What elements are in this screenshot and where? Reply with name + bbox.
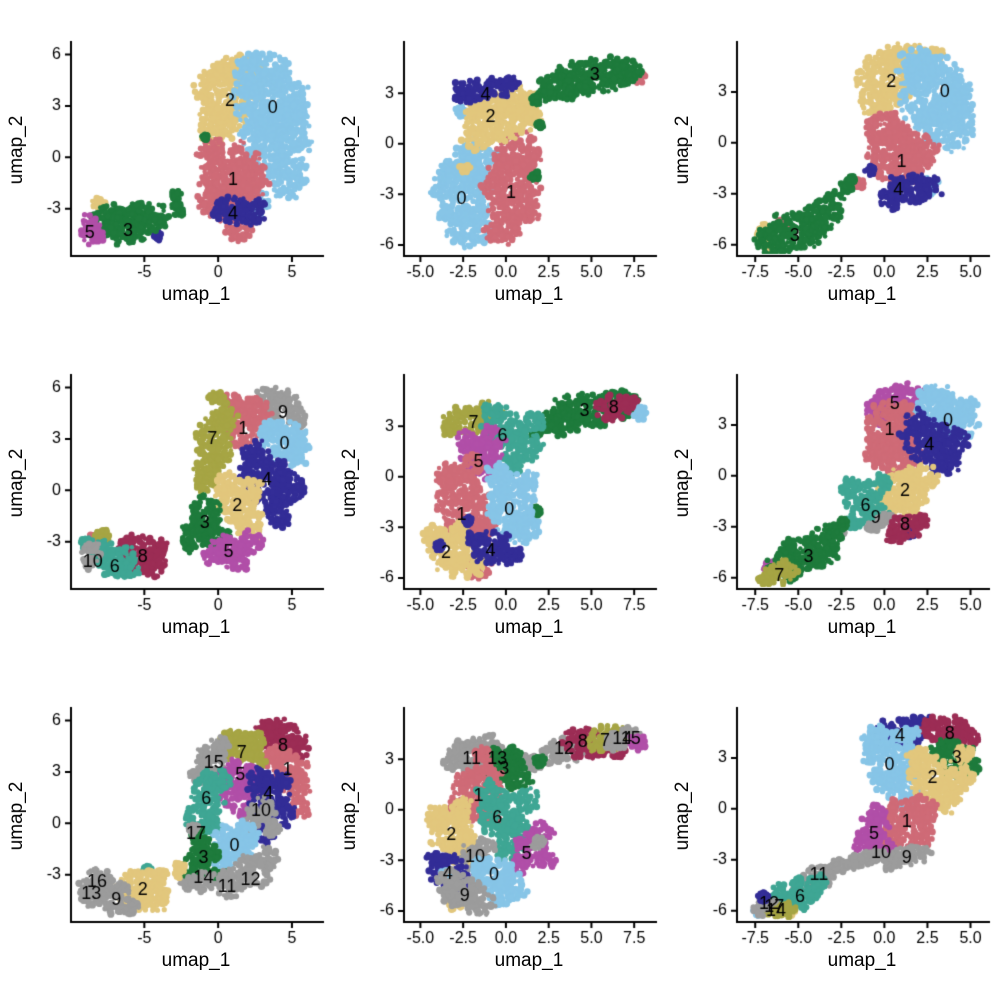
y-axis-label: umap_2 [6, 781, 27, 851]
panel-res-1-pc-75: res = 1 : pc = 75 umap_2 umap_1 [666, 333, 999, 666]
panel-res-2-pc-50: res = 2 : pc = 50 umap_2 umap_1 [333, 666, 666, 999]
umap-scatter-plot [0, 333, 333, 666]
x-axis-label: umap_1 [161, 284, 231, 305]
panel-res-0.5-pc-50: res = 0.5 : pc = 50 umap_2 umap_1 [333, 0, 666, 333]
umap-scatter-plot [333, 0, 666, 333]
panel-res-0.5-pc-75: res = 0.5 : pc = 75 umap_2 umap_1 [666, 0, 999, 333]
y-axis-label: umap_2 [6, 115, 27, 185]
panel-res-1-pc-25: res = 1 : pc = 25 umap_2 umap_1 [0, 333, 333, 666]
umap-scatter-plot [666, 666, 999, 999]
panel-res-0.5-pc-25: res = 0.5 : pc = 25 umap_2 umap_1 [0, 0, 333, 333]
y-axis-label: umap_2 [672, 448, 693, 518]
y-axis-label: umap_2 [339, 448, 360, 518]
panel-res-2-pc-75: res = 2 : pc = 75 umap_2 umap_1 [666, 666, 999, 999]
umap-scatter-plot [0, 0, 333, 333]
x-axis-label: umap_1 [827, 284, 897, 305]
y-axis-label: umap_2 [6, 448, 27, 518]
x-axis-label: umap_1 [827, 617, 897, 638]
umap-scatter-plot [333, 666, 666, 999]
x-axis-label: umap_1 [827, 950, 897, 971]
panel-res-1-pc-50: res = 1 : pc = 50 umap_2 umap_1 [333, 333, 666, 666]
x-axis-label: umap_1 [494, 950, 564, 971]
panel-res-2-pc-25: res = 2 : pc = 25 umap_2 umap_1 [0, 666, 333, 999]
y-axis-label: umap_2 [339, 781, 360, 851]
y-axis-label: umap_2 [339, 115, 360, 185]
x-axis-label: umap_1 [161, 950, 231, 971]
umap-scatter-plot [333, 333, 666, 666]
y-axis-label: umap_2 [672, 781, 693, 851]
x-axis-label: umap_1 [494, 617, 564, 638]
umap-scatter-plot [666, 333, 999, 666]
x-axis-label: umap_1 [161, 617, 231, 638]
x-axis-label: umap_1 [494, 284, 564, 305]
umap-scatter-plot [666, 0, 999, 333]
umap-scatter-plot [0, 666, 333, 999]
y-axis-label: umap_2 [672, 115, 693, 185]
